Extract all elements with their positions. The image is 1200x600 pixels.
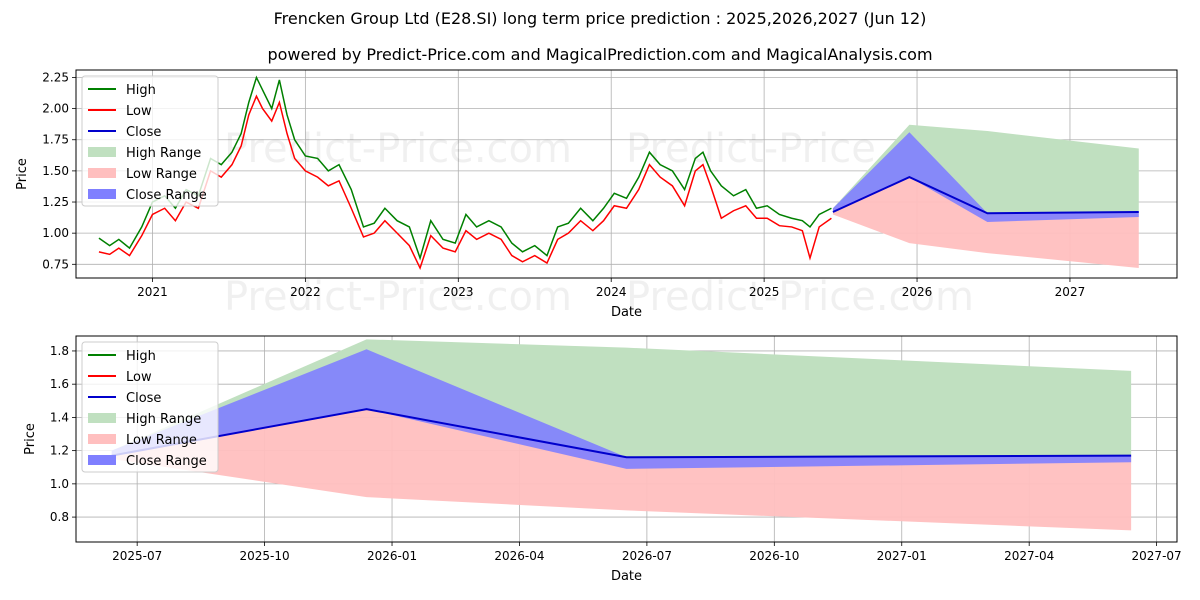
overview-low-range-band xyxy=(832,177,1139,269)
detail-legend-label-high-range: High Range xyxy=(126,412,201,427)
overview-legend-swatch-close-range xyxy=(88,189,116,199)
overview-ytick-label: 2.25 xyxy=(42,70,69,84)
overview-legend-label-close: Close xyxy=(126,125,161,140)
overview-watermark: Predict-Price.com xyxy=(626,274,974,320)
overview-watermark: Predict-Price.com xyxy=(224,274,572,320)
detail-close-range-band xyxy=(111,349,1132,469)
detail-ytick-label: 1.2 xyxy=(50,444,69,458)
detail-xtick-label: 2025-10 xyxy=(240,549,290,563)
detail-xtick-label: 2026-07 xyxy=(622,549,672,563)
overview-legend-label-high-range: High Range xyxy=(126,146,201,161)
detail-xtick-label: 2026-04 xyxy=(494,549,544,563)
detail-xtick-label: 2027-04 xyxy=(1004,549,1054,563)
overview-close-range-band xyxy=(832,132,1139,222)
overview-watermark: Predict-Price.com xyxy=(224,126,572,172)
overview-xtick-label: 2027 xyxy=(1055,285,1086,299)
overview-plot-area xyxy=(98,75,1139,271)
overview-legend-label-low-range: Low Range xyxy=(126,167,197,182)
detail-plot-area xyxy=(111,339,1132,531)
detail-legend-label-low: Low xyxy=(126,370,152,385)
chart-subtitle: powered by Predict-Price.com and Magical… xyxy=(267,45,933,64)
overview-high-series-line xyxy=(98,75,832,261)
detail-close-series-line xyxy=(111,408,1132,459)
detail-legend-swatch-close-range xyxy=(88,455,116,465)
detail-legend-label-close-range: Close Range xyxy=(126,454,207,469)
detail-legend-swatch-high-range xyxy=(88,413,116,423)
detail-ytick-label: 1.8 xyxy=(50,344,69,358)
overview-ytick-label: 1.50 xyxy=(42,164,69,178)
overview-axes-frame xyxy=(75,69,1178,279)
overview-xtick-label: 2023 xyxy=(443,285,474,299)
detail-xaxis-label: Date xyxy=(611,569,642,584)
overview-xtick-label: 2021 xyxy=(137,285,168,299)
overview-ytick-label: 1.25 xyxy=(42,195,69,209)
detail-legend-label-high: High xyxy=(126,349,156,364)
detail-ytick-label: 1.0 xyxy=(50,477,69,491)
overview-legend-label-close-range: Close Range xyxy=(126,188,207,203)
detail-xtick-label: 2025-07 xyxy=(112,549,162,563)
overview-ytick-label: 1.00 xyxy=(42,226,69,240)
detail-legend-swatch-low-range xyxy=(88,434,116,444)
detail-xtick-label: 2026-01 xyxy=(367,549,417,563)
overview-legend-swatch-low-range xyxy=(88,168,116,178)
overview-ytick-label: 0.75 xyxy=(42,257,69,271)
overview-close-series-line xyxy=(832,176,1139,215)
overview-ytick-label: 2.00 xyxy=(42,102,69,116)
overview-xtick-label: 2024 xyxy=(596,285,627,299)
detail-xtick-label: 2026-10 xyxy=(749,549,799,563)
detail-legend-label-low-range: Low Range xyxy=(126,433,197,448)
overview-legend-label-low: Low xyxy=(126,104,152,119)
detail-legend-label-close: Close xyxy=(126,391,161,406)
overview-legend-label-high: High xyxy=(126,83,156,98)
overview-legend: High Low Close High Range Low Range Close Ran… xyxy=(81,75,219,207)
detail-ytick-label: 1.6 xyxy=(50,377,69,391)
detail-xtick-label: 2027-01 xyxy=(877,549,927,563)
detail-ytick-label: 0.8 xyxy=(50,510,69,524)
overview-legend-swatch-high-range xyxy=(88,147,116,157)
detail-low-range-band xyxy=(111,409,1132,531)
overview-xtick-label: 2025 xyxy=(749,285,780,299)
overview-yaxis-label: Price xyxy=(15,158,30,190)
chart-title: Frencken Group Ltd (E28.SI) long term pr… xyxy=(273,9,927,28)
overview-xaxis-label: Date xyxy=(611,305,642,320)
overview-low-series-line xyxy=(98,94,832,271)
detail-axes-frame xyxy=(75,335,1178,543)
detail-yaxis-label: Price xyxy=(23,423,38,455)
overview-xtick-label: 2026 xyxy=(902,285,933,299)
detail-ytick-label: 1.4 xyxy=(50,410,69,424)
detail-xtick-label: 2027-07 xyxy=(1132,549,1182,563)
overview-xtick-label: 2022 xyxy=(290,285,321,299)
overview-ytick-label: 1.75 xyxy=(42,133,69,147)
detail-legend: High Low Close High Range Low Range Close Ran… xyxy=(81,341,219,473)
